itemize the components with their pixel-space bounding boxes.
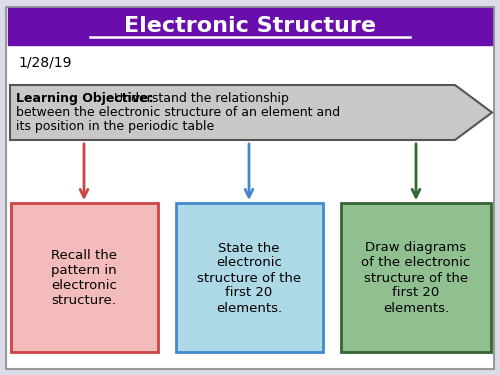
FancyBboxPatch shape <box>6 7 494 369</box>
FancyBboxPatch shape <box>11 203 158 352</box>
Text: State the
electronic
structure of the
first 20
elements.: State the electronic structure of the fi… <box>197 242 301 315</box>
Text: its position in the periodic table: its position in the periodic table <box>16 120 214 133</box>
Text: Recall the
pattern in
electronic
structure.: Recall the pattern in electronic structu… <box>51 249 117 307</box>
Text: between the electronic structure of an element and: between the electronic structure of an e… <box>16 106 340 119</box>
Polygon shape <box>10 85 492 140</box>
Text: 1/28/19: 1/28/19 <box>18 55 72 69</box>
Text: Electronic Structure: Electronic Structure <box>124 15 376 36</box>
FancyBboxPatch shape <box>176 203 323 352</box>
Text: Understand the relationship: Understand the relationship <box>110 92 289 105</box>
FancyBboxPatch shape <box>341 203 491 352</box>
Text: Draw diagrams
of the electronic
structure of the
first 20
elements.: Draw diagrams of the electronic structur… <box>362 242 470 315</box>
Bar <box>8 8 492 45</box>
Text: Learning Objective:: Learning Objective: <box>16 92 154 105</box>
